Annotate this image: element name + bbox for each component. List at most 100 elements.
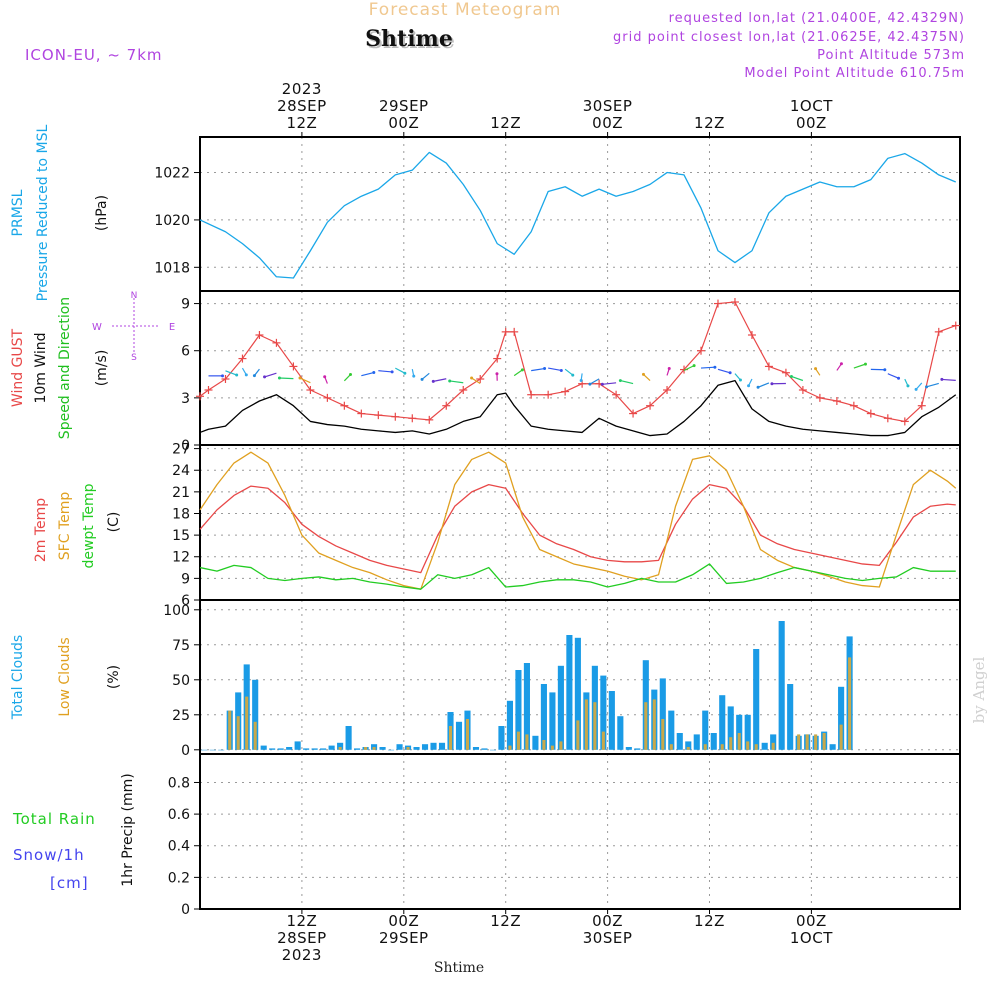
wind-direction-arrow <box>513 369 523 377</box>
low-clouds-bar <box>669 744 673 750</box>
total-clouds-bar <box>286 747 293 750</box>
time-axis-label: 1OCT <box>790 929 833 947</box>
total-clouds-bar <box>328 745 335 750</box>
low-clouds-bar <box>805 734 809 750</box>
wind-direction-arrow-head <box>925 385 929 389</box>
y-tick-label: 3 <box>181 391 190 407</box>
total-clouds-bar <box>532 735 539 750</box>
snow-cm-label: [cm] <box>50 874 89 892</box>
temp-sfc-line <box>199 451 957 590</box>
y-tick-label: 0.8 <box>168 775 190 791</box>
bottom-station-label: Shtime <box>434 960 484 976</box>
total-clouds-bar <box>676 733 683 750</box>
wind-direction-arrow <box>361 371 374 377</box>
wind-direction-arrow <box>602 382 617 385</box>
total-clouds-bar <box>600 675 607 750</box>
temp-2m-line <box>199 484 956 574</box>
wind-10m-label: 10m Wind <box>33 332 49 403</box>
pressure-label-desc: Pressure Reduced to MSL <box>35 124 51 301</box>
wind-direction-arrow-head <box>618 379 622 383</box>
total-clouds-bar <box>668 710 675 750</box>
total-clouds-bar <box>625 747 632 750</box>
wind-unit: (m/s) <box>94 350 110 387</box>
total-clouds-bar <box>634 748 641 750</box>
total-clouds-bar <box>320 748 327 750</box>
wind-direction-arrow-head <box>579 378 583 382</box>
low-clouds-bar <box>703 744 707 750</box>
time-axis-label: 29SEP <box>379 97 429 115</box>
total-clouds-bar <box>311 748 318 750</box>
total-clouds-bar <box>770 734 777 750</box>
total-clouds-bar <box>693 734 700 750</box>
y-tick-label: 0 <box>181 438 190 454</box>
total-clouds-bar <box>838 686 845 750</box>
precip-panel: 0 0.2 0.4 0.6 0.8 <box>168 753 961 918</box>
low-clouds-bar <box>644 702 648 750</box>
time-axis-label: 2023 <box>282 80 322 98</box>
wind-direction-arrow-head <box>420 377 424 381</box>
low-clouds-bar <box>584 699 588 750</box>
wind-direction-arrow-head <box>263 375 267 379</box>
wind-direction-arrow-head <box>348 373 352 377</box>
station-name: Shtime <box>365 26 453 52</box>
total-clouds-bar <box>209 749 216 751</box>
total-clouds-bar <box>489 749 497 751</box>
temp-2m-label: 2m Temp <box>33 498 49 562</box>
low-clouds-bar <box>720 744 724 750</box>
low-clouds-bar <box>652 699 656 750</box>
total-clouds-bar <box>430 742 437 750</box>
wind-direction-arrow-head <box>448 379 452 383</box>
low-clouds-bar <box>848 657 852 750</box>
time-axis-label: 00Z <box>388 912 419 930</box>
model-label: ICON-EU, ~ 7km <box>25 46 163 64</box>
total-clouds-bar <box>438 742 446 750</box>
y-tick-label: 18 <box>172 506 190 522</box>
wind-direction-arrow-head <box>839 362 843 366</box>
pressure-unit: (hPa) <box>94 195 110 231</box>
low-clouds-bar <box>364 747 368 750</box>
meteogram-title: Forecast Meteogram <box>369 0 562 20</box>
pressure-line <box>199 151 957 279</box>
low-clouds-bar <box>508 745 512 750</box>
time-axis-label: 12Z <box>286 114 317 132</box>
total-clouds-bar <box>345 726 352 750</box>
low-clouds-bar <box>372 747 376 750</box>
wind-direction-arrow-head <box>244 373 248 377</box>
low-clouds-bar <box>576 720 580 750</box>
wind-direction-arrow-head <box>789 374 793 378</box>
wind-direction-arrow <box>548 367 562 372</box>
wind-direction-arrow-head <box>756 385 760 389</box>
wind-direction-arrow-head <box>897 376 901 380</box>
time-axis-label: 12Z <box>694 114 725 132</box>
total-clouds-bar <box>549 692 556 750</box>
total-clouds-bar <box>617 716 624 750</box>
wind-direction-arrow-head <box>940 377 944 381</box>
wind-direction-arrow-head <box>588 382 592 386</box>
low-clouds-bar <box>338 747 342 750</box>
wind-direction-arrow-head <box>277 376 281 380</box>
total-clouds-bar <box>778 621 785 750</box>
y-tick-label: 25 <box>172 708 190 724</box>
wind-direction-arrow <box>683 365 695 372</box>
grid-lines <box>200 754 960 909</box>
total-clouds-bar <box>540 684 547 750</box>
precip-axis-label: 1hr Precip (mm) <box>120 773 136 886</box>
grid-lines <box>200 137 960 291</box>
y-tick-label: 27 <box>172 442 190 458</box>
y-tick-label: 1020 <box>154 213 190 229</box>
time-axis-label: 12Z <box>694 912 725 930</box>
total-clouds-bar <box>557 665 564 750</box>
temp-sfc-label: SFC Temp <box>57 492 73 561</box>
wind-10m-line <box>199 379 957 437</box>
wind-gust-label: Wind GUST <box>10 328 26 407</box>
wind-direction-arrow <box>620 379 634 385</box>
total-clouds-bar <box>736 714 743 750</box>
panel-frame <box>199 753 961 910</box>
station-name-shadow: Shtime <box>367 28 455 54</box>
total-clouds-bar <box>506 700 514 750</box>
low-clouds-bar <box>797 734 801 750</box>
wind-direction-arrow-head <box>814 367 818 371</box>
y-tick-label: 0 <box>181 743 190 759</box>
